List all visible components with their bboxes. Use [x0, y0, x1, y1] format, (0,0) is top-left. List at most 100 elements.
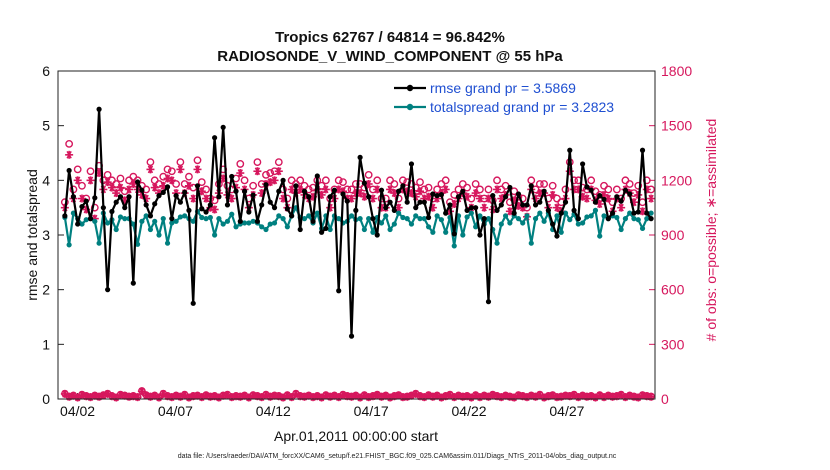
series-point-totalspread — [460, 232, 466, 238]
series-point-rmse — [327, 194, 333, 200]
series-point-rmse — [408, 161, 415, 167]
series-point-totalspread — [524, 213, 530, 219]
series-point-rmse — [224, 202, 231, 208]
obs-assimilated-low-marker — [578, 391, 587, 400]
obs-possible-marker — [236, 160, 245, 168]
series-point-rmse — [635, 209, 641, 215]
series-point-rmse — [87, 216, 94, 222]
obs-assimilated-marker — [210, 205, 219, 214]
obs-possible-marker — [78, 181, 86, 190]
series-point-rmse — [336, 288, 342, 294]
obs-assimilated-low-marker — [604, 391, 613, 400]
x-tick-label: 04/07 — [158, 403, 193, 419]
series-point-rmse — [520, 202, 526, 208]
obs-possible-marker — [476, 185, 484, 194]
series-point-rmse — [434, 193, 440, 199]
left-tick-label: 2 — [42, 282, 50, 298]
series-point-rmse — [75, 221, 81, 227]
series-point-rmse — [314, 173, 320, 179]
series-point-rmse — [627, 191, 633, 197]
series-point-rmse — [259, 202, 265, 208]
obs-possible-marker — [103, 170, 112, 179]
obs-possible-marker — [634, 181, 643, 190]
obs-possible-marker — [339, 178, 347, 187]
series-point-rmse — [417, 199, 423, 205]
series-point-totalspread — [160, 216, 166, 222]
series-point-totalspread — [246, 220, 252, 226]
obs-assimilated-marker — [548, 190, 557, 199]
series-point-rmse — [173, 193, 179, 199]
series-point-rmse — [289, 213, 295, 219]
series-point-rmse — [588, 187, 594, 193]
obs-assimilated-marker — [321, 185, 330, 194]
obs-assimilated-low-marker — [480, 391, 489, 400]
right-axis-label: # of obs: o=possible; ∗=assimilated — [703, 119, 719, 342]
obs-assimilated-low-marker — [116, 390, 125, 399]
series-point-rmse — [156, 193, 162, 199]
series-point-totalspread — [79, 221, 85, 227]
series-point-totalspread — [396, 210, 402, 216]
series-point-rmse — [100, 205, 106, 211]
series-point-totalspread — [601, 213, 607, 219]
series-point-rmse — [571, 207, 577, 213]
left-tick-label: 5 — [42, 118, 50, 134]
series-point-rmse — [524, 202, 530, 208]
series-point-totalspread — [156, 232, 162, 238]
series-point-totalspread — [558, 229, 564, 235]
obs-assimilated-marker — [95, 169, 104, 178]
series-point-rmse — [391, 207, 397, 213]
series-point-totalspread — [580, 220, 586, 226]
obs-assimilated-marker — [150, 183, 159, 192]
left-axis: 0 1 2 3 4 5 6 — [42, 63, 64, 407]
right-tick-label: 300 — [661, 336, 685, 352]
series-point-totalspread — [635, 217, 641, 223]
series-point-totalspread — [408, 221, 415, 227]
obs-assimilated-marker — [176, 165, 185, 174]
series-point-rmse — [378, 187, 385, 193]
series-point-rmse — [502, 194, 509, 200]
series-point-rmse — [297, 226, 303, 233]
series-point-rmse — [631, 210, 637, 216]
obs-assimilated-marker — [296, 185, 305, 194]
obs-possible-marker — [373, 176, 382, 185]
series-point-rmse — [421, 199, 427, 205]
series-point-totalspread — [83, 217, 89, 223]
legend-rmse-marker — [406, 84, 414, 92]
obs-assimilated-low-marker — [142, 391, 151, 400]
obs-possible-marker — [116, 174, 125, 183]
series-point-rmse — [267, 199, 273, 205]
series-point-rmse — [584, 184, 590, 190]
obs-assimilated-marker — [112, 189, 121, 198]
left-axis-label: rmse and totalspread — [24, 169, 40, 301]
series-point-rmse — [182, 189, 188, 195]
series-point-rmse — [468, 205, 474, 211]
series-point-rmse — [464, 207, 470, 213]
series-point-rmse — [614, 194, 620, 200]
obs-assimilated-low-marker — [454, 391, 463, 400]
x-tick-label: 04/12 — [256, 403, 291, 419]
series-point-rmse — [344, 198, 350, 204]
series-point-totalspread — [259, 224, 265, 230]
series-point-rmse — [139, 187, 145, 193]
obs-assimilated-marker — [270, 176, 279, 185]
series-point-rmse — [609, 210, 616, 216]
series-point-totalspread — [241, 220, 248, 226]
series-point-totalspread — [554, 213, 560, 219]
series-point-totalspread — [631, 216, 637, 222]
series-point-rmse — [592, 199, 599, 205]
obs-possible-marker — [274, 158, 283, 167]
obs-assimilated-low-marker — [249, 391, 258, 400]
series-point-rmse — [374, 232, 380, 238]
series-point-totalspread — [387, 226, 393, 233]
series-point-totalspread — [370, 229, 376, 235]
series-point-rmse — [447, 202, 453, 208]
series-point-totalspread — [280, 216, 286, 222]
obs-assimilated-marker — [416, 187, 425, 196]
series-point-rmse — [331, 187, 338, 193]
series-point-totalspread — [404, 216, 410, 222]
obs-assimilated-marker — [441, 185, 450, 194]
obs-possible-marker — [90, 203, 99, 212]
series-point-rmse — [109, 208, 115, 215]
series-point-totalspread — [284, 224, 290, 230]
obs-assimilated-low-marker — [180, 390, 189, 399]
